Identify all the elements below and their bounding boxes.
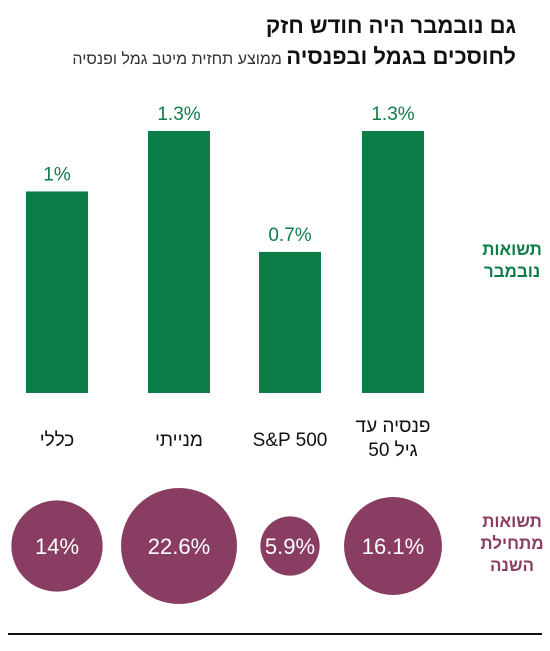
category-label: פנסיה עד: [356, 416, 431, 437]
ytd-value-label: 16.1%: [362, 534, 424, 559]
category-label: S&P 500: [253, 430, 328, 451]
ytd-circle-3: [260, 516, 320, 576]
ytd-value-label: 5.9%: [265, 534, 315, 559]
bar-value-label: 1%: [43, 164, 71, 185]
bar-value-label: 1.3%: [371, 104, 414, 125]
ytd-returns-label: השנה: [490, 556, 534, 575]
category-label: גיל 50: [368, 440, 417, 461]
chart-subtitle: לחוסכים בגמל ובפנסיה ממוצע תחזית מיטב גמ…: [6, 44, 516, 73]
ytd-value-label: 14%: [35, 534, 79, 559]
chart-title: גם נובמבר היה חודש חזק: [265, 13, 516, 38]
bar-3: [259, 251, 321, 393]
subtitle-light: ממוצע תחזית מיטב גמל ופנסיה: [72, 51, 282, 68]
subtitle-bold: לחוסכים בגמל ובפנסיה: [286, 44, 516, 69]
ytd-circle-2: [121, 488, 237, 604]
bar-2: [148, 131, 210, 393]
ytd-circle-4: [344, 497, 442, 595]
bar-1: [26, 191, 88, 393]
monthly-returns-label: נובמבר: [484, 262, 540, 281]
bar-value-label: 0.7%: [268, 225, 311, 246]
category-label: כללי: [40, 430, 74, 451]
ytd-returns-label: מתחילת: [480, 534, 543, 553]
footer-rule: [8, 633, 542, 635]
ytd-value-label: 22.6%: [148, 534, 210, 559]
ytd-circle-1: [11, 500, 103, 592]
bar-4: [362, 131, 424, 393]
ytd-returns-label: תשואות: [482, 512, 542, 531]
bar-value-label: 1.3%: [157, 104, 200, 125]
monthly-returns-label: תשואות: [482, 240, 542, 259]
category-label: מנייתי: [155, 430, 203, 451]
